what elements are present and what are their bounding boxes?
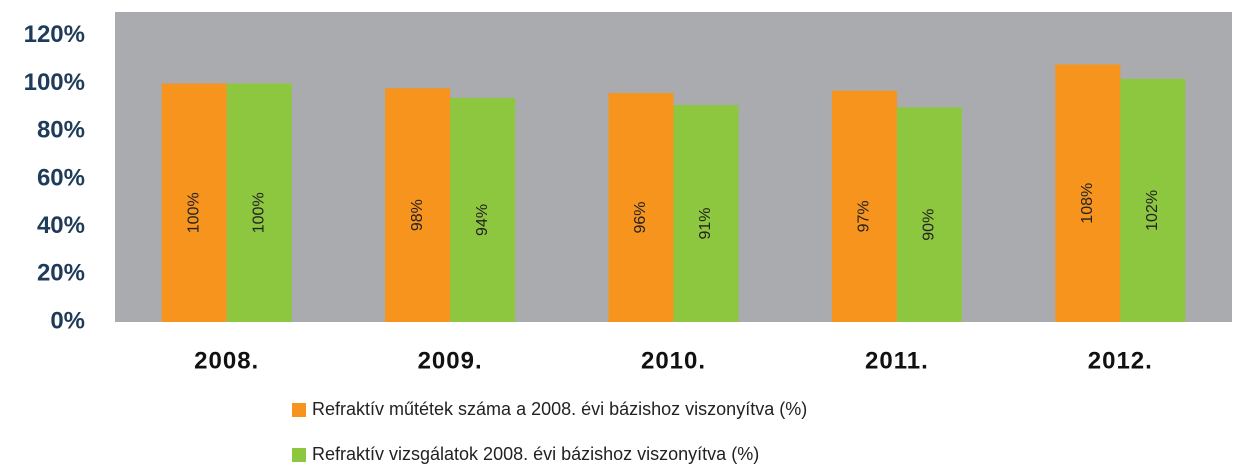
value-label: 90% (921, 209, 938, 241)
value-label: 108% (1079, 183, 1096, 224)
y-tick-label: 20% (37, 260, 85, 287)
y-tick-label: 60% (37, 164, 85, 191)
y-tick-label: 40% (37, 212, 85, 239)
value-label: 100% (185, 192, 202, 233)
value-label: 102% (1144, 190, 1161, 231)
value-label: 91% (697, 207, 714, 239)
legend-label: Refraktív műtétek száma a 2008. évi bázi… (312, 399, 807, 419)
legend-swatch (292, 448, 306, 462)
bar (831, 90, 897, 322)
y-tick-label: 120% (24, 21, 85, 48)
y-tick-label: 100% (24, 69, 85, 96)
value-label: 100% (250, 192, 267, 233)
value-label: 96% (632, 202, 649, 234)
value-label: 94% (474, 204, 491, 236)
y-tick-label: 80% (37, 117, 85, 144)
x-tick-label: 2008. (194, 347, 259, 374)
y-tick-label: 0% (50, 307, 85, 334)
bar (608, 93, 674, 322)
x-tick-label: 2012. (1088, 347, 1153, 374)
bar (226, 83, 292, 323)
x-tick-label: 2011. (865, 347, 929, 374)
bar (385, 88, 451, 322)
bar (1120, 78, 1186, 323)
x-tick-label: 2009. (418, 347, 483, 374)
x-tick-label: 2010. (641, 347, 706, 374)
bar (673, 105, 739, 322)
bar (1055, 64, 1121, 322)
bar (450, 97, 516, 322)
legend-label: Refraktív vizsgálatok 2008. évi bázishoz… (312, 444, 759, 464)
bar (896, 107, 962, 322)
legend-swatch (292, 403, 306, 417)
value-label: 97% (856, 200, 873, 232)
bar (161, 83, 227, 323)
value-label: 98% (409, 199, 426, 231)
